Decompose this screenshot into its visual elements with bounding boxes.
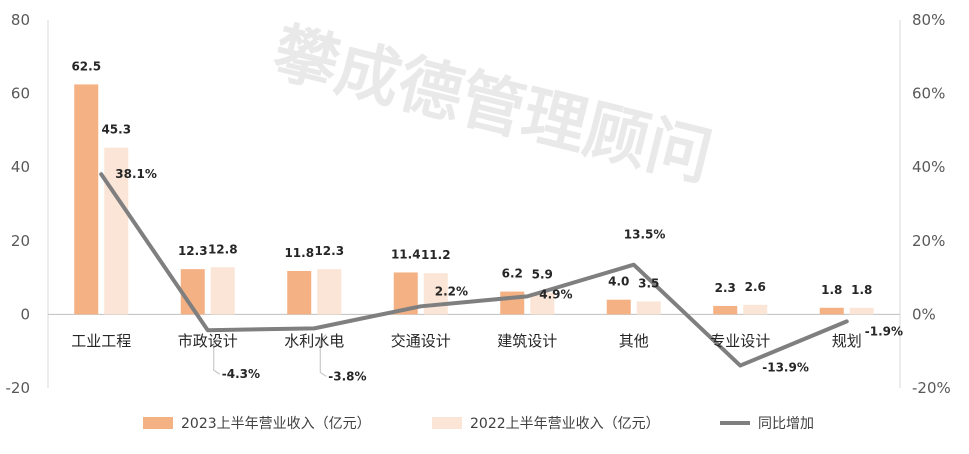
bar-2023-label: 2.3	[715, 281, 736, 295]
bar-2022	[849, 307, 874, 315]
bar-2022-label: 1.8	[851, 283, 872, 297]
bar-2023	[606, 299, 631, 315]
bar-2023	[713, 305, 738, 315]
category-labels: 工业工程 市政设计 水利水电 交通设计 建筑设计 其他 专业设计 规划	[71, 332, 862, 350]
bar-2023	[287, 270, 312, 315]
bar-2022-label: 11.2	[421, 248, 451, 262]
bar-2023-label: 6.2	[502, 267, 523, 281]
left-tick-label: 60	[11, 85, 30, 103]
right-tick-label: 0%	[912, 305, 936, 323]
bar-2023-label: 4.0	[608, 275, 629, 289]
bar-2022	[104, 147, 129, 315]
data-labels: 62.545.312.3 12.8 11.8 12.3 11.4 11.26.2 5.9 4.…	[71, 59, 903, 383]
growth-series-line	[99, 172, 849, 368]
bar-2023-label: 62.5	[71, 59, 101, 73]
growth-label-leader	[213, 335, 221, 375]
right-tick-label: 60%	[912, 85, 945, 103]
growth-label: 13.5%	[624, 228, 666, 242]
bar-2022-label: 3.5	[638, 277, 659, 291]
left-tick-label: 0	[20, 305, 30, 323]
bar-2023-label: 11.8	[284, 246, 314, 260]
bar-2023	[819, 307, 844, 315]
growth-label-leader	[319, 334, 327, 377]
bar-2022-label: 45.3	[101, 123, 131, 137]
category-label: 专业设计	[710, 332, 770, 350]
category-label: 交通设计	[391, 332, 451, 350]
right-tick-label: 40%	[912, 158, 945, 176]
bar-2022-label: 12.3	[314, 244, 344, 258]
growth-label: -1.9%	[865, 324, 903, 338]
bar-2022	[743, 304, 768, 315]
bar-2022	[530, 292, 555, 315]
growth-label: 2.2%	[435, 284, 468, 298]
right-tick-label: 80%	[912, 11, 945, 29]
left-tick-label: 80	[11, 11, 30, 29]
growth-label: -4.3%	[222, 367, 260, 381]
legend: 2023上半年营业收入（亿元） 2022上半年营业收入（亿元） 同比增加	[143, 416, 814, 432]
bar-2022-label: 2.6	[745, 280, 766, 294]
legend-label: 2023上半年营业收入（亿元）	[181, 416, 371, 432]
right-tick-label: 20%	[912, 232, 945, 250]
bar-2023-label: 1.8	[821, 283, 842, 297]
bar-2022-label: 12.8	[208, 242, 238, 256]
category-label: 市政设计	[178, 332, 238, 350]
bar-2023	[74, 84, 99, 315]
category-label: 其他	[619, 332, 649, 350]
category-label: 规划	[832, 332, 862, 350]
bar-2022-label: 5.9	[532, 268, 553, 282]
category-label: 水利水电	[284, 332, 344, 350]
growth-label: -3.8%	[328, 369, 366, 383]
bar-2022	[317, 269, 342, 315]
left-tick-label: 20	[11, 232, 30, 250]
legend-label: 同比增加	[758, 416, 814, 432]
growth-label: 4.9%	[539, 287, 572, 301]
left-tick-label: 40	[11, 158, 30, 176]
category-label: 建筑设计	[497, 332, 557, 350]
legend-swatch-2023	[143, 417, 173, 429]
legend-swatch-2022	[432, 417, 462, 429]
bar-2022	[636, 301, 661, 315]
watermark-text: 攀成德管理顾问	[266, 16, 719, 196]
growth-label: -13.9%	[762, 361, 809, 375]
legend-label: 2022上半年营业收入（亿元）	[470, 416, 660, 432]
growth-label: 38.1%	[115, 167, 157, 181]
watermark: 攀成德管理顾问	[266, 16, 719, 196]
growth-line	[99, 172, 849, 368]
bar-2023-label: 11.4	[391, 247, 421, 261]
right-axis-ticks: -20% 0% 20% 40% 60% 80%	[912, 11, 951, 397]
bar-2022	[210, 267, 235, 315]
bar-2023-label: 12.3	[178, 244, 208, 258]
category-label: 工业工程	[71, 332, 131, 350]
left-tick-label: -20	[6, 379, 31, 397]
left-axis-ticks: -20 0 20 40 60 80	[6, 11, 31, 397]
right-tick-label: -20%	[912, 379, 951, 397]
